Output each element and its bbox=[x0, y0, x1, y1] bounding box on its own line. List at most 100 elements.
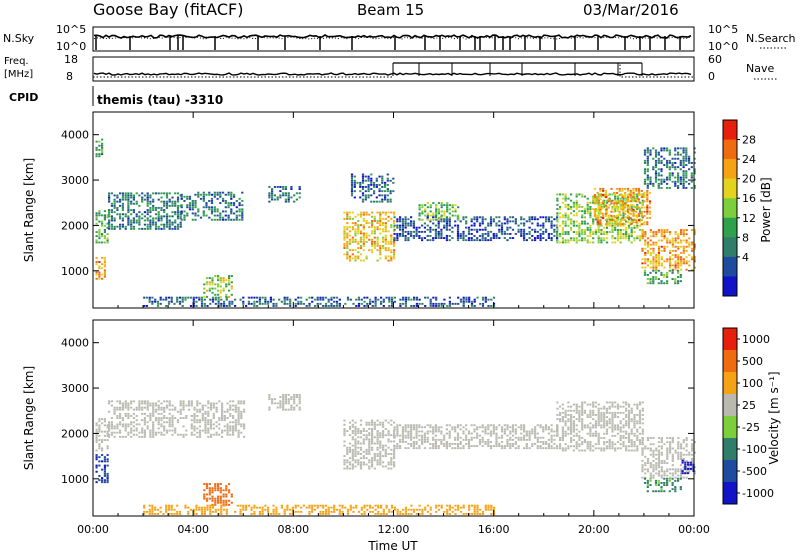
heatmap-cell bbox=[96, 239, 98, 241]
heatmap-cell bbox=[104, 420, 106, 422]
heatmap-cell bbox=[644, 181, 646, 183]
heatmap-cell bbox=[227, 430, 229, 432]
heatmap-cell bbox=[111, 432, 113, 434]
heatmap-cell bbox=[622, 435, 624, 437]
heatmap-cell bbox=[506, 439, 508, 441]
heatmap-cell bbox=[354, 230, 356, 232]
heatmap-cell bbox=[677, 242, 679, 244]
heatmap-cell bbox=[144, 434, 146, 436]
heatmap-cell bbox=[424, 297, 426, 299]
heatmap-cell bbox=[385, 451, 387, 453]
heatmap-cell bbox=[346, 243, 348, 245]
heatmap-cell bbox=[238, 407, 240, 409]
heatmap-cell bbox=[416, 229, 418, 231]
heatmap-cell bbox=[631, 231, 633, 233]
heatmap-cell bbox=[655, 233, 657, 235]
heatmap-cell bbox=[407, 426, 409, 428]
heatmap-cell bbox=[602, 203, 604, 205]
heatmap-cell bbox=[647, 187, 649, 189]
heatmap-cell bbox=[677, 468, 679, 470]
heatmap-cell bbox=[371, 447, 373, 449]
heatmap-cell bbox=[462, 233, 464, 235]
heatmap-cell bbox=[542, 437, 544, 439]
heatmap-cell bbox=[149, 201, 151, 203]
heatmap-cell bbox=[225, 279, 227, 281]
heatmap-cell bbox=[691, 256, 693, 258]
heatmap-cell bbox=[655, 244, 657, 246]
heatmap-cell bbox=[152, 205, 154, 207]
heatmap-cell bbox=[573, 237, 575, 239]
heatmap-cell bbox=[368, 180, 370, 182]
heatmap-cell bbox=[155, 432, 157, 434]
heatmap-cell bbox=[362, 199, 364, 201]
heatmap-cell bbox=[594, 198, 596, 200]
heatmap-cell bbox=[556, 216, 558, 218]
heatmap-cell bbox=[352, 253, 354, 255]
heatmap-cell bbox=[214, 485, 216, 487]
heatmap-cell bbox=[130, 432, 132, 434]
heatmap-cell bbox=[669, 231, 671, 233]
heatmap-cell bbox=[620, 412, 622, 414]
heatmap-cell bbox=[570, 212, 572, 214]
heatmap-cell bbox=[371, 245, 373, 247]
heatmap-cell bbox=[343, 233, 345, 235]
heatmap-cell bbox=[597, 219, 599, 221]
heatmap-cell bbox=[606, 231, 608, 233]
heatmap-cell bbox=[443, 435, 445, 437]
heatmap-cell bbox=[484, 431, 486, 433]
heatmap-cell bbox=[192, 200, 194, 202]
heatmap-cell bbox=[158, 421, 160, 423]
heatmap-cell bbox=[435, 208, 437, 210]
heatmap-cell bbox=[534, 237, 536, 239]
heatmap-cell bbox=[677, 454, 679, 456]
heatmap-cell bbox=[584, 439, 586, 441]
heatmap-cell bbox=[619, 213, 621, 215]
heatmap-cell bbox=[371, 420, 373, 422]
heatmap-cell bbox=[504, 433, 506, 435]
heatmap-cell bbox=[482, 426, 484, 428]
heatmap-cell bbox=[468, 441, 470, 443]
heatmap-cell bbox=[189, 198, 191, 200]
heatmap-cell bbox=[556, 445, 558, 447]
heatmap-cell bbox=[587, 416, 589, 418]
heatmap-cell bbox=[661, 468, 663, 470]
heatmap-cell bbox=[385, 258, 387, 260]
heatmap-cell bbox=[96, 471, 98, 473]
heatmap-cell bbox=[232, 417, 234, 419]
heatmap-cell bbox=[147, 415, 149, 417]
heatmap-cell bbox=[540, 447, 542, 449]
heatmap-cell bbox=[370, 194, 372, 196]
heatmap-cell bbox=[559, 208, 561, 210]
heatmap-cell bbox=[104, 424, 106, 426]
heatmap-cell bbox=[600, 418, 602, 420]
heatmap-cell bbox=[352, 455, 354, 457]
heatmap-cell bbox=[354, 434, 356, 436]
heatmap-cell bbox=[548, 233, 550, 235]
heatmap-cell bbox=[504, 431, 506, 433]
heatmap-cell bbox=[446, 443, 448, 445]
heatmap-cell bbox=[220, 498, 222, 500]
heatmap-cell bbox=[387, 178, 389, 180]
heatmap-cell bbox=[297, 303, 299, 305]
heatmap-cell bbox=[209, 277, 211, 279]
heatmap-cell bbox=[462, 426, 464, 428]
heatmap-cell bbox=[182, 434, 184, 436]
heatmap-cell bbox=[650, 252, 652, 254]
heatmap-cell bbox=[243, 403, 245, 405]
heatmap-cell bbox=[677, 265, 679, 267]
heatmap-cell bbox=[542, 441, 544, 443]
heatmap-cell bbox=[435, 435, 437, 437]
heatmap-cell bbox=[482, 216, 484, 218]
heatmap-cell bbox=[382, 212, 384, 214]
heatmap-cell bbox=[672, 437, 674, 439]
heatmap-cell bbox=[506, 445, 508, 447]
heatmap-cell bbox=[279, 194, 281, 196]
heatmap-cell bbox=[101, 223, 103, 225]
colorbar-swatch bbox=[723, 140, 737, 160]
heatmap-cell bbox=[429, 426, 431, 428]
heatmap-cell bbox=[440, 439, 442, 441]
heatmap-cell bbox=[501, 229, 503, 231]
heatmap-cell bbox=[207, 415, 209, 417]
heatmap-cell bbox=[435, 445, 437, 447]
heatmap-cell bbox=[567, 233, 569, 235]
